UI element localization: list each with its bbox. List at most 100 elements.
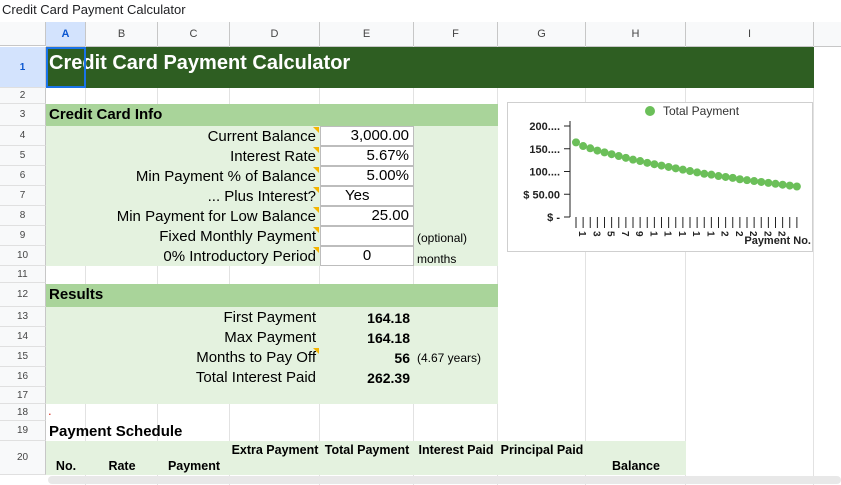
data-point: [721, 172, 730, 181]
row-header[interactable]: 17: [0, 387, 46, 404]
data-point: [621, 153, 630, 162]
optional-note: (optional): [417, 231, 468, 245]
row-header[interactable]: 16: [0, 367, 46, 387]
row-header[interactable]: 7: [0, 186, 46, 206]
plus-interest-select[interactable]: Yes: [320, 186, 414, 206]
months-unit-label: months: [417, 252, 457, 266]
schedule-col-interest-paid[interactable]: Interest Paid: [418, 443, 494, 457]
input-label: Fixed Monthly Payment: [159, 228, 316, 245]
result-label: Months to Pay Off: [196, 349, 316, 366]
data-point: [678, 165, 687, 174]
column-header-i[interactable]: I: [686, 22, 814, 46]
row-header[interactable]: 9: [0, 226, 46, 246]
row-header[interactable]: 3: [0, 104, 46, 126]
schedule-col-principal-paid[interactable]: Principal Paid: [500, 443, 584, 457]
x-tick-label: 2: [776, 231, 787, 237]
row-header[interactable]: 10: [0, 246, 46, 266]
comment-marker-icon[interactable]: [313, 207, 319, 213]
y-tick-label: $ -: [547, 212, 560, 224]
column-header-h[interactable]: H: [586, 22, 686, 46]
column-header-b[interactable]: B: [86, 22, 158, 46]
data-point: [593, 146, 602, 155]
info-header-band: [46, 104, 498, 126]
legend-label: Total Payment: [663, 104, 740, 118]
x-tick-label: 1: [704, 231, 715, 237]
x-tick-label: 2: [733, 231, 744, 237]
selected-cell-a1[interactable]: [46, 47, 86, 88]
row-header[interactable]: 14: [0, 327, 46, 347]
max-payment-value: 164.18: [367, 330, 410, 346]
row-header[interactable]: 11: [0, 266, 46, 283]
fixed-monthly-payment-input[interactable]: [320, 226, 414, 246]
schedule-col-rate[interactable]: Rate: [108, 459, 136, 473]
data-point: [792, 182, 801, 191]
comment-marker-icon[interactable]: [313, 147, 319, 153]
row-header[interactable]: 19: [0, 421, 46, 441]
schedule-col-balance[interactable]: Balance: [612, 459, 660, 473]
window-title: Credit Card Payment Calculator: [2, 2, 186, 17]
months-to-pay-off-value: 56: [394, 350, 410, 366]
schedule-col-extra-payment[interactable]: Extra Payment: [231, 443, 319, 457]
data-point: [650, 160, 659, 169]
column-header-c[interactable]: C: [158, 22, 230, 46]
schedule-col-payment[interactable]: Payment: [167, 459, 221, 473]
y-tick-label: 150....: [529, 144, 560, 156]
x-tick-label: 2: [747, 231, 758, 237]
comment-marker-icon[interactable]: [313, 187, 319, 193]
data-point: [735, 175, 744, 184]
row-header[interactable]: 12: [0, 283, 46, 307]
min-payment-percent-input[interactable]: 5.00%: [320, 166, 414, 186]
comment-marker-icon[interactable]: [313, 127, 319, 133]
total-interest-value: 262.39: [367, 370, 410, 386]
row-header[interactable]: 8: [0, 206, 46, 226]
row-header[interactable]: 1: [0, 47, 46, 88]
x-axis-label: Payment No.: [744, 235, 811, 247]
current-balance-input[interactable]: 3,000.00: [320, 126, 414, 146]
input-label: Current Balance: [207, 128, 316, 145]
row-header[interactable]: 18: [0, 404, 46, 421]
column-header-e[interactable]: E: [320, 22, 414, 46]
data-point: [700, 169, 709, 178]
red-dot-marker: .: [48, 403, 52, 418]
info-section-header: Credit Card Info: [49, 106, 163, 123]
data-point: [757, 177, 766, 186]
data-point: [778, 180, 787, 189]
horizontal-scrollbar[interactable]: [48, 476, 841, 484]
data-point: [707, 170, 716, 179]
data-point: [671, 164, 680, 173]
column-header-f[interactable]: F: [414, 22, 498, 46]
data-point: [572, 138, 580, 147]
legend-marker: [645, 106, 655, 116]
data-point: [586, 144, 595, 153]
schedule-col-no[interactable]: No.: [55, 459, 77, 473]
data-point: [728, 173, 737, 182]
row-header[interactable]: 13: [0, 307, 46, 327]
comment-marker-icon[interactable]: [313, 167, 319, 173]
data-point: [664, 162, 673, 171]
column-header-d[interactable]: D: [230, 22, 320, 46]
row-header[interactable]: 4: [0, 126, 46, 146]
data-point: [714, 172, 723, 181]
row-header[interactable]: 5: [0, 146, 46, 166]
intro-period-input[interactable]: 0: [320, 246, 414, 266]
x-tick-label: 2: [719, 231, 730, 237]
x-tick-label: 9: [633, 231, 644, 237]
x-tick-label: 3: [590, 231, 601, 237]
comment-marker-icon[interactable]: [313, 227, 319, 233]
min-payment-low-balance-input[interactable]: 25.00: [320, 206, 414, 226]
row-header[interactable]: 20: [0, 441, 46, 475]
row-header[interactable]: 6: [0, 166, 46, 186]
input-label: Min Payment for Low Balance: [116, 208, 316, 225]
data-point: [785, 181, 794, 190]
total-payment-chart[interactable]: $ - $ 50.00 100.... 150.... 200.... 1 3 5 7 9 1 1 1 1…: [507, 102, 813, 252]
row-header[interactable]: 15: [0, 347, 46, 367]
column-header-g[interactable]: G: [498, 22, 586, 46]
comment-marker-icon[interactable]: [313, 247, 319, 253]
comment-marker-icon[interactable]: [313, 348, 319, 354]
select-all-corner[interactable]: [0, 22, 46, 46]
y-tick-label: 100....: [529, 167, 560, 179]
column-header-a[interactable]: A: [46, 22, 86, 46]
interest-rate-input[interactable]: 5.67%: [320, 146, 414, 166]
row-header[interactable]: 2: [0, 88, 46, 104]
schedule-col-total-payment[interactable]: Total Payment: [324, 443, 410, 457]
